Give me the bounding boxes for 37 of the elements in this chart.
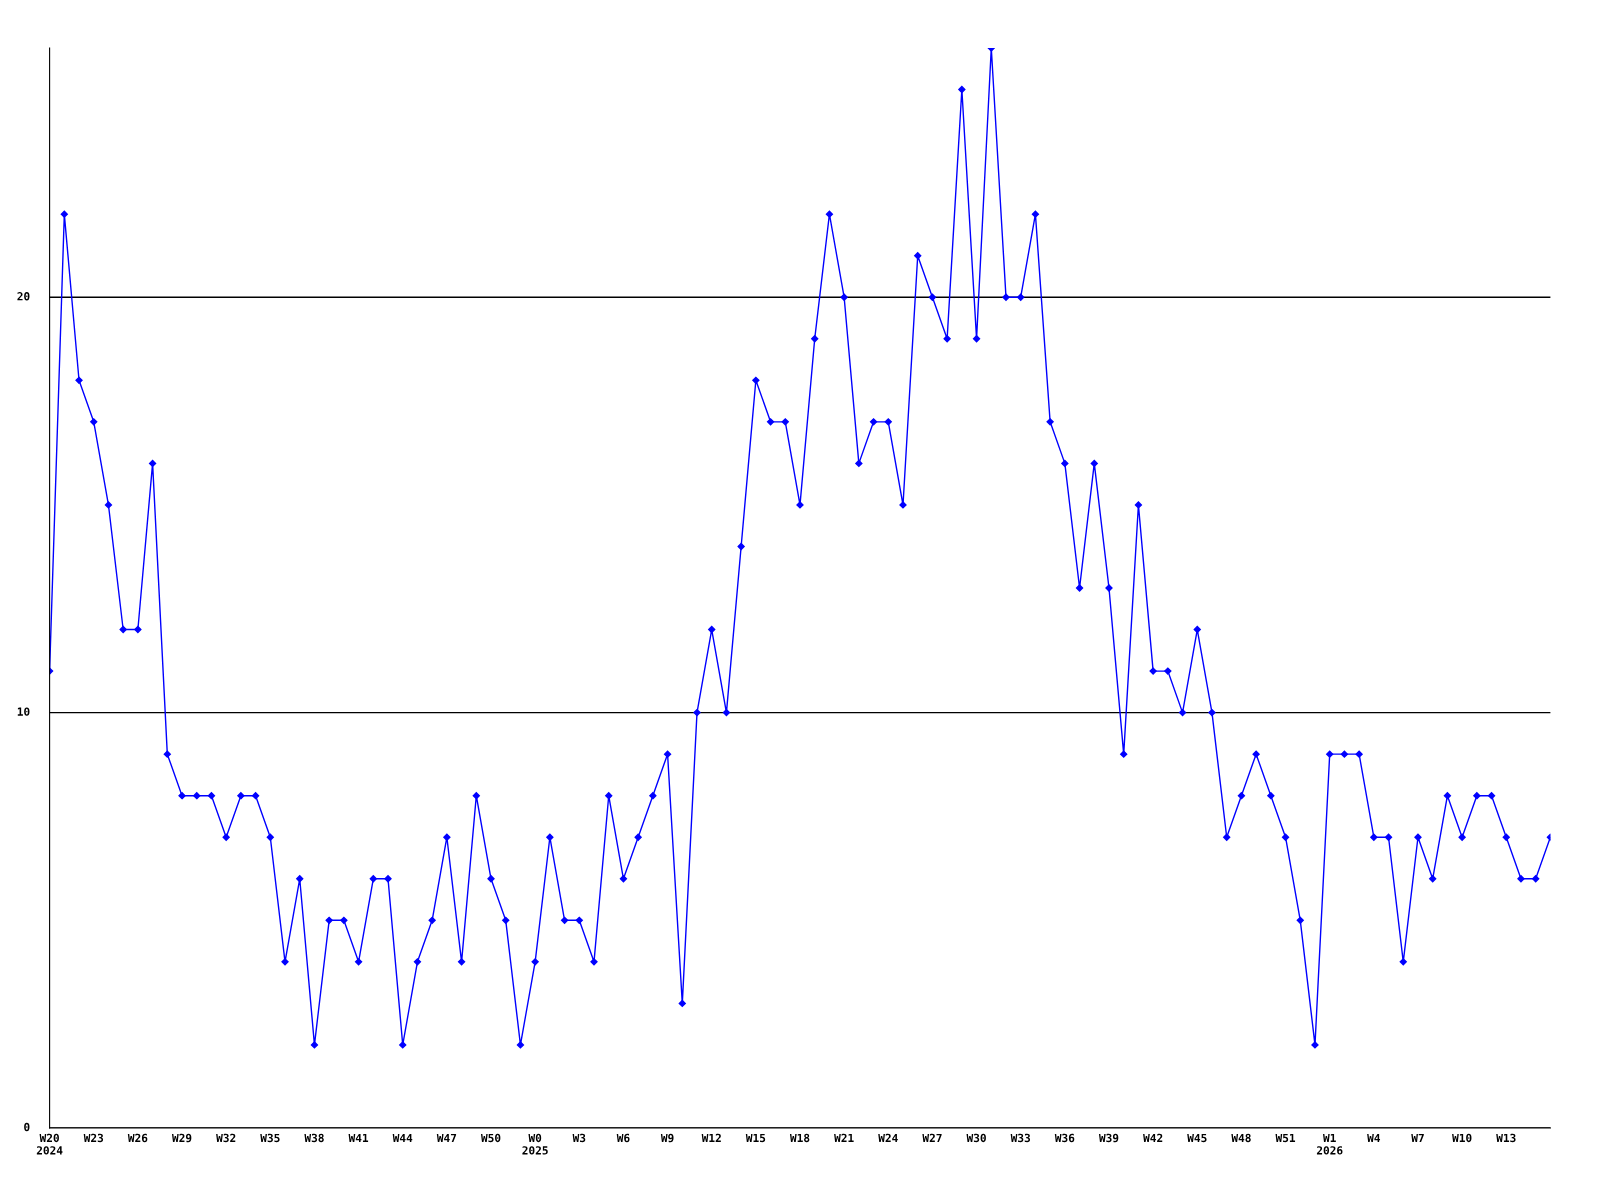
x-tick-label: W39 [1098,1133,1119,1143]
x-tick-label: W21 [834,1133,854,1142]
x-tick-label: W30 [966,1133,986,1143]
y-tick-label: 20 [17,292,30,301]
x-tick-label: W47 [436,1133,457,1142]
x-tick-label: W15 [745,1133,766,1143]
x-tick-label: W23 [83,1133,104,1143]
x-tick-label: W44 [392,1133,413,1142]
x-tick-label: W50 [480,1133,501,1143]
x-tick-label: W12 [701,1133,721,1142]
x-tick-label: W7 [1411,1133,1424,1142]
y-tick-label: 10 [17,707,30,716]
x-tick-label: W9 [660,1133,674,1143]
x-tick-label: W0 2025 [522,1133,548,1155]
x-tick-label: W20 2024 [36,1133,63,1155]
x-tick-label: W4 [1367,1133,1381,1142]
x-tick-label: W1 2026 [1316,1133,1343,1155]
x-tick-label: W3 [572,1133,586,1143]
y-tick-label: 0 [24,1122,30,1132]
x-tick-label: W35 [260,1133,280,1143]
x-tick-label: W10 [1452,1133,1472,1143]
x-tick-label: W26 [127,1133,148,1143]
x-tick-label: W18 [789,1133,810,1143]
x-tick-label: W13 [1496,1133,1516,1143]
x-tick-label: W45 [1187,1133,1207,1143]
x-tick-label: W27 [922,1133,942,1142]
x-tick-label: W33 [1010,1133,1031,1143]
x-tick-label: W24 [878,1133,898,1142]
x-tick-label: W29 [171,1133,192,1143]
x-tick-label: W6 [616,1133,630,1143]
x-tick-label: W38 [304,1133,324,1143]
x-tick-label: W36 [1054,1133,1075,1143]
x-tick-label: W41 [348,1133,369,1142]
x-tick-label: W32 [216,1133,236,1143]
x-tick-label: W51 [1275,1133,1296,1143]
x-tick-label: W42 [1143,1133,1163,1142]
x-tick-label: W48 [1231,1133,1251,1143]
